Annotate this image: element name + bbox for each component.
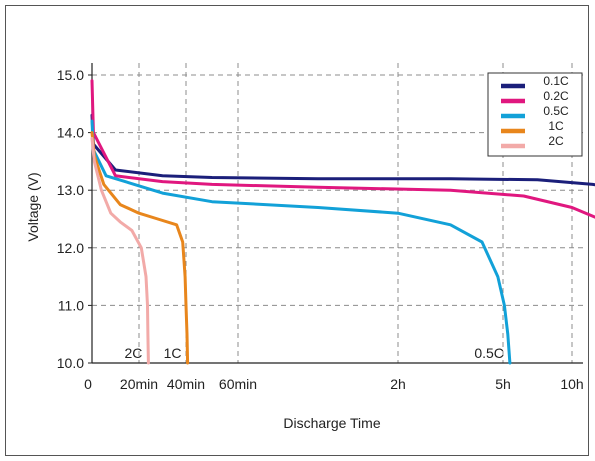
- x-axis: 0 20min 40min 60min 2h 5h 10h: [84, 376, 584, 392]
- legend-label: 1C: [548, 119, 564, 133]
- x-tick-label: 60min: [219, 376, 257, 392]
- legend-label: 0.5C: [543, 104, 569, 118]
- y-tick-label: 15.0: [57, 67, 84, 83]
- x-tick-label: 40min: [167, 376, 205, 392]
- x-tick-label: 10h: [560, 376, 583, 392]
- y-axis: 10.0 11.0 12.0 13.0 14.0 15.0: [57, 67, 92, 371]
- y-tick-label: 13.0: [57, 182, 84, 198]
- legend-label: 2C: [548, 134, 564, 148]
- legend-label: 0.1C: [543, 74, 569, 88]
- x-tick-label: 0: [84, 376, 92, 392]
- series-line-01C: [90, 113, 595, 187]
- series-line-02C: [90, 79, 595, 219]
- curve-label-2C: 2C: [124, 345, 142, 361]
- series-line-1C: [90, 131, 190, 365]
- y-tick-label: 11.0: [58, 297, 84, 313]
- y-tick-label: 10.0: [57, 355, 84, 371]
- x-tick-label: 5h: [495, 376, 511, 392]
- legend-label: 0.2C: [543, 89, 569, 103]
- figure-frame: [5, 5, 589, 456]
- series-line-2C: [90, 136, 150, 365]
- y-axis-title: Voltage (V): [25, 172, 41, 241]
- x-tick-label: 2h: [390, 376, 406, 392]
- x-tick-label: 20min: [120, 376, 158, 392]
- y-tick-label: 12.0: [57, 240, 84, 256]
- y-tick-label: 14.0: [57, 125, 84, 141]
- curve-label-1C: 1C: [164, 345, 182, 361]
- x-axis-title: Discharge Time: [283, 415, 380, 431]
- series-lines: [90, 79, 595, 365]
- series-line-05C: [90, 119, 512, 365]
- curve-label-05C: 0.5C: [474, 345, 504, 361]
